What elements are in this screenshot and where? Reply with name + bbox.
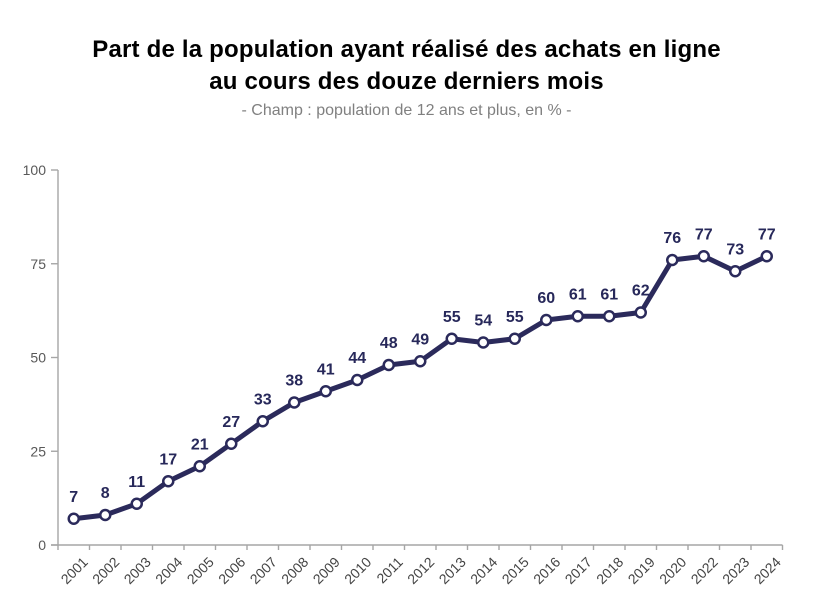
data-point-marker <box>760 250 773 263</box>
data-point-marker <box>351 373 364 387</box>
data-point-label: 77 <box>695 226 713 243</box>
x-tick-label: 2015 <box>499 554 532 587</box>
data-point-marker <box>666 253 679 267</box>
data-point-label: 62 <box>632 283 650 300</box>
y-tick-label: 25 <box>30 443 46 459</box>
data-point-label: 77 <box>758 226 776 243</box>
data-point-label: 55 <box>506 309 524 326</box>
data-point-marker <box>99 508 112 522</box>
y-tick-label: 75 <box>30 256 46 272</box>
data-point-label: 38 <box>285 373 303 390</box>
data-point-marker <box>288 396 301 409</box>
data-point-marker <box>225 437 238 450</box>
data-point-marker <box>729 265 742 278</box>
x-tick-label: 2019 <box>625 554 658 587</box>
x-tick-label: 2011 <box>373 554 406 587</box>
data-point-marker <box>162 475 175 488</box>
data-point-label: 11 <box>128 474 145 491</box>
data-point-label: 17 <box>159 451 177 468</box>
x-tick-label: 2007 <box>247 554 280 587</box>
x-tick-label: 2017 <box>562 554 595 587</box>
data-point-marker <box>697 250 710 263</box>
data-point-label: 44 <box>348 350 366 367</box>
data-point-label: 21 <box>191 436 209 453</box>
series-line <box>71 253 770 522</box>
data-point-marker <box>445 332 458 345</box>
x-tick-label: 2009 <box>310 554 343 587</box>
data-point-label: 54 <box>474 313 492 330</box>
data-point-label: 49 <box>411 331 429 348</box>
chart-header: Part de la population ayant réalisé des … <box>0 0 813 129</box>
x-tick-label: 2014 <box>467 554 500 587</box>
x-tick-label: 2024 <box>751 554 784 587</box>
x-tick-label: 2002 <box>89 554 122 587</box>
data-point-marker <box>540 313 553 327</box>
x-tick-label: 2023 <box>719 554 752 587</box>
line-chart: 0255075100200120022003200420052006200720… <box>23 162 784 587</box>
y-tick-label: 50 <box>30 350 46 366</box>
x-tick-label: 2005 <box>184 554 217 587</box>
data-point-marker <box>193 460 206 473</box>
data-point-label: 60 <box>537 290 555 307</box>
x-tick-label: 2003 <box>121 554 154 587</box>
data-point-marker <box>634 306 647 319</box>
data-point-label: 61 <box>569 286 587 303</box>
data-point-label: 8 <box>101 485 110 502</box>
x-tick-label: 2008 <box>278 554 311 587</box>
data-point-marker <box>603 310 616 323</box>
data-point-label: 76 <box>663 230 681 247</box>
data-point-label: 7 <box>69 489 78 506</box>
x-tick-label: 2004 <box>152 554 185 587</box>
x-tick-label: 2020 <box>656 554 689 587</box>
data-point-label: 61 <box>600 286 618 303</box>
chart-subtitle: - Champ : population de 12 ans et plus, … <box>241 102 572 119</box>
y-tick-label: 100 <box>23 162 47 178</box>
x-tick-label: 2006 <box>215 554 248 587</box>
data-point-marker <box>256 415 269 428</box>
y-tick-label: 0 <box>38 537 46 553</box>
data-point-marker <box>414 355 427 368</box>
chart-title-line2: au cours des douze derniers mois <box>209 68 604 95</box>
data-point-label: 73 <box>726 241 744 258</box>
x-tick-label: 2010 <box>341 554 374 587</box>
data-point-marker <box>130 497 143 510</box>
x-tick-label: 2016 <box>530 554 563 587</box>
chart-title-line1: Part de la population ayant réalisé des … <box>92 36 721 63</box>
x-tick-label: 2001 <box>58 554 91 587</box>
data-point-marker <box>571 310 584 323</box>
data-point-label: 55 <box>443 309 461 326</box>
data-point-label: 33 <box>254 391 272 408</box>
x-tick-label: 2013 <box>436 554 469 587</box>
x-tick-label: 2018 <box>593 554 626 587</box>
data-point-label: 27 <box>222 414 240 431</box>
x-tick-label: 2012 <box>404 554 437 587</box>
data-point-label: 41 <box>317 361 335 378</box>
data-point-marker <box>477 336 490 349</box>
data-point-marker <box>382 358 395 372</box>
data-point-label: 48 <box>380 335 398 352</box>
x-tick-label: 2022 <box>688 554 721 587</box>
data-point-marker <box>319 385 332 398</box>
data-point-marker <box>508 332 521 345</box>
data-point-marker <box>67 512 80 525</box>
